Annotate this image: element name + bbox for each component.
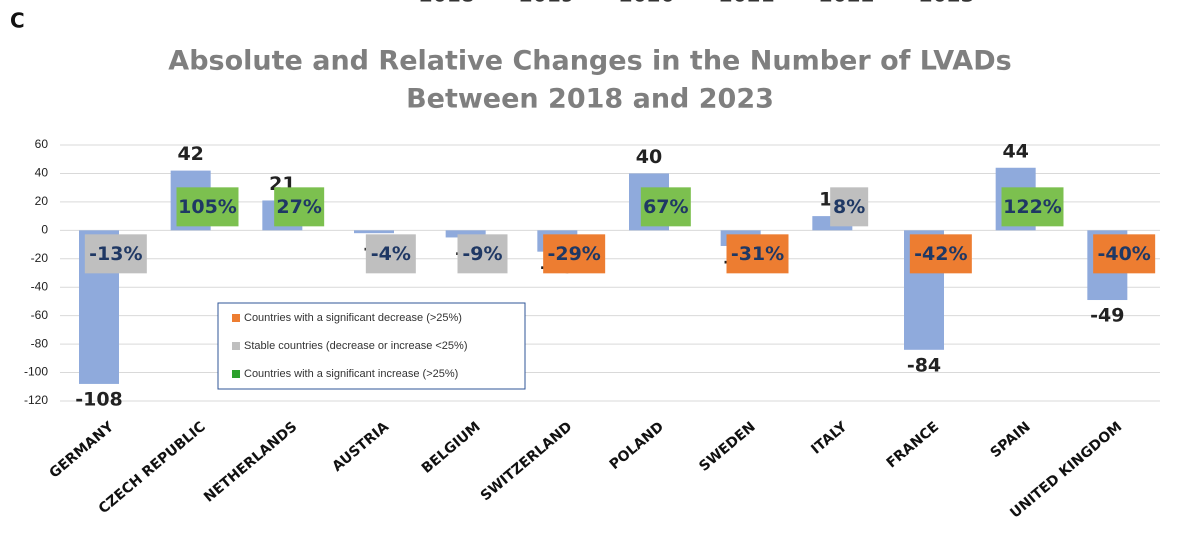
relative-change-label: -29% <box>547 243 600 265</box>
value-label: -84 <box>907 354 941 376</box>
y-tick-label: -40 <box>31 279 49 293</box>
value-label: 40 <box>636 146 662 168</box>
relative-change-label: -42% <box>914 243 967 265</box>
relative-change-box <box>830 187 869 227</box>
relative-change-box <box>543 234 606 274</box>
legend-label: 2021 <box>719 0 775 7</box>
legend-label: Countries with a significant decrease (>… <box>244 312 462 324</box>
legend-box <box>217 302 526 390</box>
relative-change-box <box>909 234 972 274</box>
y-tick-label: 60 <box>35 137 49 151</box>
relative-change-box <box>365 234 416 274</box>
y-tick-label: -60 <box>31 308 49 322</box>
relative-change-label: -40% <box>1097 243 1150 265</box>
relative-change-box <box>274 187 325 227</box>
x-tick-label: BELGIUM <box>419 419 484 477</box>
x-tick-label: FRANCE <box>884 419 942 472</box>
relative-change-box <box>84 234 147 274</box>
relative-change-label: -13% <box>89 243 142 265</box>
legend-swatch <box>232 314 240 322</box>
x-tick-label: NETHERLANDS <box>201 419 300 506</box>
panel-label: C <box>10 9 25 33</box>
value-label: 42 <box>177 143 203 165</box>
relative-change-label: 67% <box>643 196 688 218</box>
relative-change-label: 105% <box>178 196 237 218</box>
relative-change-box <box>1001 187 1064 227</box>
relative-change-box <box>726 234 789 274</box>
relative-change-label: 8% <box>833 196 865 218</box>
legend-swatch <box>232 370 240 378</box>
x-tick-label: SPAIN <box>987 419 1033 461</box>
legend-label: Stable countries (decrease or increase <… <box>244 340 467 352</box>
legend-label: Countries with a significant increase (>… <box>244 368 458 380</box>
relative-change-label: 122% <box>1003 196 1062 218</box>
relative-change-label: -9% <box>462 243 502 265</box>
legend-label: 2018 <box>419 0 475 7</box>
x-tick-label: AUSTRIA <box>329 419 392 475</box>
x-tick-label: ITALY <box>808 418 851 457</box>
relative-change-box <box>176 187 239 227</box>
legend-swatch <box>232 342 240 350</box>
legend-label: 2022 <box>819 0 875 7</box>
bar <box>445 230 486 238</box>
relative-change-box <box>457 234 508 274</box>
legend-label: 2020 <box>619 0 675 7</box>
value-label: -108 <box>75 388 123 410</box>
x-tick-label: GERMANY <box>47 418 118 481</box>
relative-change-label: -4% <box>371 243 411 265</box>
relative-change-box <box>1093 234 1156 274</box>
chart-title: Between 2018 and 2023 <box>406 84 774 115</box>
y-tick-label: -80 <box>31 336 49 350</box>
y-tick-label: -120 <box>24 393 48 407</box>
x-tick-label: SWEDEN <box>696 419 758 475</box>
legend-label: 2023 <box>919 0 975 7</box>
legend-label: 2019 <box>519 0 575 7</box>
y-tick-label: -100 <box>24 365 48 379</box>
y-tick-label: 20 <box>35 194 49 208</box>
value-label: -49 <box>1090 305 1124 327</box>
relative-change-label: -31% <box>731 243 784 265</box>
x-tick-label: SWITZERLAND <box>478 419 576 504</box>
value-label: 44 <box>1002 140 1028 162</box>
y-tick-label: -20 <box>31 251 49 265</box>
relative-change-box <box>640 187 691 227</box>
y-tick-label: 40 <box>35 166 49 180</box>
chart-title: Absolute and Relative Changes in the Num… <box>168 46 1011 77</box>
x-tick-label: POLAND <box>607 419 667 473</box>
bar <box>354 230 394 234</box>
y-tick-label: 0 <box>41 223 48 237</box>
relative-change-label: 27% <box>276 196 321 218</box>
